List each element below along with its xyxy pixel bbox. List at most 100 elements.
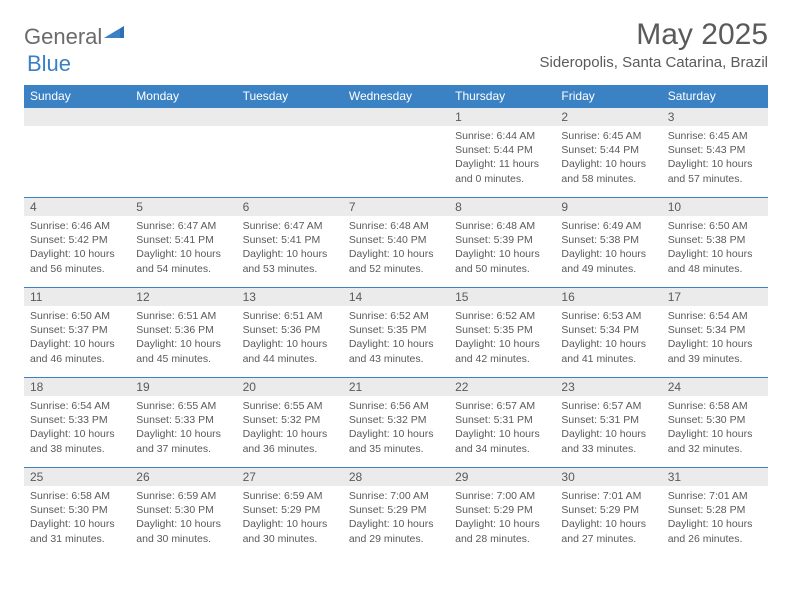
calendar-day-cell: 5Sunrise: 6:47 AMSunset: 5:41 PMDaylight… xyxy=(130,198,236,288)
day-details: Sunrise: 6:54 AMSunset: 5:33 PMDaylight:… xyxy=(24,396,130,460)
calendar-day-cell: 23Sunrise: 6:57 AMSunset: 5:31 PMDayligh… xyxy=(555,378,661,468)
day-number: 16 xyxy=(555,288,661,306)
day-number: 28 xyxy=(343,468,449,486)
day-details: Sunrise: 6:55 AMSunset: 5:32 PMDaylight:… xyxy=(237,396,343,460)
calendar-day-cell xyxy=(24,108,130,198)
calendar-day-cell: 15Sunrise: 6:52 AMSunset: 5:35 PMDayligh… xyxy=(449,288,555,378)
calendar-day-cell: 22Sunrise: 6:57 AMSunset: 5:31 PMDayligh… xyxy=(449,378,555,468)
day-details: Sunrise: 6:50 AMSunset: 5:38 PMDaylight:… xyxy=(662,216,768,280)
month-title: May 2025 xyxy=(540,18,768,52)
calendar-day-cell: 11Sunrise: 6:50 AMSunset: 5:37 PMDayligh… xyxy=(24,288,130,378)
day-details: Sunrise: 6:54 AMSunset: 5:34 PMDaylight:… xyxy=(662,306,768,370)
day-details: Sunrise: 6:56 AMSunset: 5:32 PMDaylight:… xyxy=(343,396,449,460)
day-number: 27 xyxy=(237,468,343,486)
calendar-day-cell: 20Sunrise: 6:55 AMSunset: 5:32 PMDayligh… xyxy=(237,378,343,468)
day-details: Sunrise: 6:51 AMSunset: 5:36 PMDaylight:… xyxy=(237,306,343,370)
day-number: 9 xyxy=(555,198,661,216)
location-text: Sideropolis, Santa Catarina, Brazil xyxy=(540,54,768,71)
day-details: Sunrise: 6:59 AMSunset: 5:29 PMDaylight:… xyxy=(237,486,343,550)
day-details: Sunrise: 6:57 AMSunset: 5:31 PMDaylight:… xyxy=(555,396,661,460)
brand-logo: General xyxy=(24,18,126,50)
day-details: Sunrise: 6:49 AMSunset: 5:38 PMDaylight:… xyxy=(555,216,661,280)
calendar-day-cell: 27Sunrise: 6:59 AMSunset: 5:29 PMDayligh… xyxy=(237,468,343,558)
day-number: 12 xyxy=(130,288,236,306)
day-number: 1 xyxy=(449,108,555,126)
calendar-day-cell: 19Sunrise: 6:55 AMSunset: 5:33 PMDayligh… xyxy=(130,378,236,468)
calendar-week-row: 1Sunrise: 6:44 AMSunset: 5:44 PMDaylight… xyxy=(24,108,768,198)
day-number: 22 xyxy=(449,378,555,396)
day-details: Sunrise: 6:57 AMSunset: 5:31 PMDaylight:… xyxy=(449,396,555,460)
day-details: Sunrise: 6:52 AMSunset: 5:35 PMDaylight:… xyxy=(343,306,449,370)
calendar-day-cell: 26Sunrise: 6:59 AMSunset: 5:30 PMDayligh… xyxy=(130,468,236,558)
weekday-header: Thursday xyxy=(449,85,555,108)
calendar-body: 1Sunrise: 6:44 AMSunset: 5:44 PMDaylight… xyxy=(24,108,768,558)
calendar-day-cell: 8Sunrise: 6:48 AMSunset: 5:39 PMDaylight… xyxy=(449,198,555,288)
day-number: 14 xyxy=(343,288,449,306)
day-details: Sunrise: 7:00 AMSunset: 5:29 PMDaylight:… xyxy=(449,486,555,550)
day-number: 5 xyxy=(130,198,236,216)
day-number: 23 xyxy=(555,378,661,396)
calendar-day-cell: 31Sunrise: 7:01 AMSunset: 5:28 PMDayligh… xyxy=(662,468,768,558)
day-number: 26 xyxy=(130,468,236,486)
calendar-day-cell: 10Sunrise: 6:50 AMSunset: 5:38 PMDayligh… xyxy=(662,198,768,288)
logo-triangle-icon xyxy=(104,24,126,40)
calendar-day-cell: 2Sunrise: 6:45 AMSunset: 5:44 PMDaylight… xyxy=(555,108,661,198)
calendar-week-row: 18Sunrise: 6:54 AMSunset: 5:33 PMDayligh… xyxy=(24,378,768,468)
weekday-header: Wednesday xyxy=(343,85,449,108)
weekday-header: Monday xyxy=(130,85,236,108)
calendar-day-cell: 1Sunrise: 6:44 AMSunset: 5:44 PMDaylight… xyxy=(449,108,555,198)
day-number: 29 xyxy=(449,468,555,486)
calendar-week-row: 4Sunrise: 6:46 AMSunset: 5:42 PMDaylight… xyxy=(24,198,768,288)
calendar-day-cell xyxy=(237,108,343,198)
day-number: 2 xyxy=(555,108,661,126)
calendar-day-cell: 30Sunrise: 7:01 AMSunset: 5:29 PMDayligh… xyxy=(555,468,661,558)
day-details: Sunrise: 6:45 AMSunset: 5:44 PMDaylight:… xyxy=(555,126,661,190)
day-details: Sunrise: 6:46 AMSunset: 5:42 PMDaylight:… xyxy=(24,216,130,280)
day-number: 11 xyxy=(24,288,130,306)
day-number: 13 xyxy=(237,288,343,306)
day-details: Sunrise: 6:48 AMSunset: 5:40 PMDaylight:… xyxy=(343,216,449,280)
calendar-day-cell: 9Sunrise: 6:49 AMSunset: 5:38 PMDaylight… xyxy=(555,198,661,288)
day-details: Sunrise: 6:52 AMSunset: 5:35 PMDaylight:… xyxy=(449,306,555,370)
day-number: 25 xyxy=(24,468,130,486)
day-details: Sunrise: 6:58 AMSunset: 5:30 PMDaylight:… xyxy=(662,396,768,460)
day-details: Sunrise: 6:48 AMSunset: 5:39 PMDaylight:… xyxy=(449,216,555,280)
calendar-day-cell: 17Sunrise: 6:54 AMSunset: 5:34 PMDayligh… xyxy=(662,288,768,378)
calendar-week-row: 25Sunrise: 6:58 AMSunset: 5:30 PMDayligh… xyxy=(24,468,768,558)
day-details: Sunrise: 6:53 AMSunset: 5:34 PMDaylight:… xyxy=(555,306,661,370)
day-details: Sunrise: 6:50 AMSunset: 5:37 PMDaylight:… xyxy=(24,306,130,370)
calendar-day-cell: 3Sunrise: 6:45 AMSunset: 5:43 PMDaylight… xyxy=(662,108,768,198)
day-details: Sunrise: 6:47 AMSunset: 5:41 PMDaylight:… xyxy=(237,216,343,280)
day-number: 8 xyxy=(449,198,555,216)
brand-part1: General xyxy=(24,24,102,50)
weekday-header: Sunday xyxy=(24,85,130,108)
day-number xyxy=(130,108,236,126)
day-number: 17 xyxy=(662,288,768,306)
day-number: 21 xyxy=(343,378,449,396)
weekday-header: Friday xyxy=(555,85,661,108)
calendar-table: Sunday Monday Tuesday Wednesday Thursday… xyxy=(24,85,768,558)
day-number xyxy=(24,108,130,126)
day-number: 24 xyxy=(662,378,768,396)
calendar-day-cell: 29Sunrise: 7:00 AMSunset: 5:29 PMDayligh… xyxy=(449,468,555,558)
day-number: 30 xyxy=(555,468,661,486)
day-number: 6 xyxy=(237,198,343,216)
calendar-day-cell: 28Sunrise: 7:00 AMSunset: 5:29 PMDayligh… xyxy=(343,468,449,558)
day-details: Sunrise: 6:59 AMSunset: 5:30 PMDaylight:… xyxy=(130,486,236,550)
day-number: 15 xyxy=(449,288,555,306)
day-number xyxy=(343,108,449,126)
day-details: Sunrise: 7:01 AMSunset: 5:28 PMDaylight:… xyxy=(662,486,768,550)
day-number: 7 xyxy=(343,198,449,216)
day-details: Sunrise: 6:44 AMSunset: 5:44 PMDaylight:… xyxy=(449,126,555,190)
calendar-day-cell: 7Sunrise: 6:48 AMSunset: 5:40 PMDaylight… xyxy=(343,198,449,288)
day-number: 20 xyxy=(237,378,343,396)
day-number: 31 xyxy=(662,468,768,486)
day-details: Sunrise: 7:01 AMSunset: 5:29 PMDaylight:… xyxy=(555,486,661,550)
calendar-day-cell: 16Sunrise: 6:53 AMSunset: 5:34 PMDayligh… xyxy=(555,288,661,378)
day-details: Sunrise: 6:45 AMSunset: 5:43 PMDaylight:… xyxy=(662,126,768,190)
day-details: Sunrise: 7:00 AMSunset: 5:29 PMDaylight:… xyxy=(343,486,449,550)
day-number: 10 xyxy=(662,198,768,216)
day-details: Sunrise: 6:55 AMSunset: 5:33 PMDaylight:… xyxy=(130,396,236,460)
calendar-day-cell: 21Sunrise: 6:56 AMSunset: 5:32 PMDayligh… xyxy=(343,378,449,468)
calendar-day-cell xyxy=(130,108,236,198)
